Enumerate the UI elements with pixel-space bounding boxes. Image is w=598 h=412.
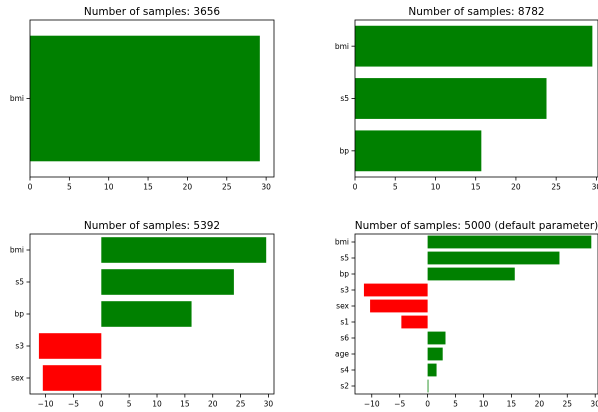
x-tick-label: 15 — [471, 183, 481, 192]
chart-title: Number of samples: 3656 — [84, 6, 221, 18]
y-tick-label-s5: s5 — [340, 94, 349, 103]
bar-s3 — [38, 333, 102, 359]
y-tick-label-sex: sex — [336, 302, 349, 311]
chart-panel-2: Number of samples: 8782 bmi s5 bp 0 5 10 15 20 25… — [335, 6, 598, 192]
x-tick-label: 30 — [592, 183, 598, 192]
chart-title: Number of samples: 5392 — [84, 220, 220, 232]
y-tick-label-s6: s6 — [340, 334, 349, 343]
x-tick-label: 20 — [183, 183, 193, 192]
x-tick-label: 25 — [551, 183, 561, 192]
x-tick-label: 10 — [479, 400, 489, 409]
x-tick-label: 15 — [507, 400, 517, 409]
bar-s5 — [101, 269, 234, 295]
y-tick-label-bp: bp — [14, 310, 24, 319]
x-tick-label: 25 — [222, 183, 232, 192]
chart-panel-4: Number of samples: 5000 (default paramet… — [335, 220, 598, 409]
y-tick-label-s3: s3 — [340, 286, 349, 295]
bar-sex — [370, 299, 428, 313]
bar-sex — [42, 365, 102, 391]
bar-age — [427, 347, 443, 361]
x-tick-label: 5 — [393, 183, 398, 192]
plot-frame — [29, 19, 275, 178]
y-tick-label-bmi: bmi — [10, 246, 24, 255]
chart-title: Number of samples: 5000 (default paramet… — [355, 220, 598, 232]
x-tick-label: 10 — [104, 183, 114, 192]
y-tick-label-bmi: bmi — [335, 42, 349, 51]
y-tick-label-bp: bp — [339, 270, 349, 279]
x-tick-label: −10 — [364, 400, 380, 409]
x-tick-label: 20 — [535, 400, 545, 409]
y-tick-label-s1: s1 — [340, 318, 349, 327]
y-tick-label-s5: s5 — [340, 254, 349, 263]
x-tick-label: 30 — [261, 183, 271, 192]
x-tick-label: 0 — [353, 183, 358, 192]
bar-bp — [427, 267, 515, 281]
x-tick-label: 0 — [99, 400, 104, 409]
x-tick-label: 10 — [152, 400, 162, 409]
x-tick-label: 25 — [563, 400, 573, 409]
y-tick-label-bmi: bmi — [10, 94, 24, 103]
y-tick-label-s5: s5 — [15, 278, 24, 287]
bar-bmi — [427, 235, 592, 249]
chart-panel-1: Number of samples: 3656 bmi 0 5 10 15 20 25 30 — [10, 6, 275, 192]
bar-s1 — [401, 315, 428, 329]
x-tick-label: 10 — [431, 183, 441, 192]
bar-s5 — [427, 251, 560, 265]
bar-bp — [355, 130, 482, 172]
x-tick-label: 0 — [28, 183, 33, 192]
y-tick-label-s3: s3 — [15, 342, 24, 351]
bar-bmi — [30, 35, 260, 162]
bar-s5 — [355, 78, 547, 119]
y-tick-label-bmi: bmi — [335, 238, 349, 247]
x-tick-label: −5 — [68, 400, 79, 409]
y-tick-label-sex: sex — [11, 374, 24, 383]
x-tick-label: −10 — [38, 400, 54, 409]
plot-frame — [354, 233, 598, 395]
x-tick-label: 15 — [143, 183, 153, 192]
x-tick-label: −5 — [394, 400, 405, 409]
x-tick-label: 5 — [453, 400, 458, 409]
bar-s4 — [427, 363, 437, 377]
chart-title: Number of samples: 8782 — [408, 6, 544, 18]
bar-s6 — [427, 331, 446, 345]
x-tick-label: 20 — [208, 400, 218, 409]
bar-bmi — [355, 25, 593, 67]
x-tick-label: 5 — [127, 400, 132, 409]
plot-frame — [354, 19, 598, 178]
plot-frame — [29, 233, 275, 395]
bar-s3 — [363, 283, 428, 297]
y-tick-label-bp: bp — [339, 147, 349, 156]
bar-bp — [101, 301, 192, 327]
bar-bmi — [101, 237, 267, 263]
x-tick-label: 15 — [180, 400, 190, 409]
x-tick-label: 20 — [511, 183, 521, 192]
bar-s2 — [427, 379, 429, 393]
x-tick-label: 25 — [236, 400, 246, 409]
y-tick-label-s2: s2 — [340, 382, 349, 391]
x-tick-label: 30 — [590, 400, 598, 409]
y-tick-label-age: age — [335, 350, 349, 359]
x-tick-label: 5 — [67, 183, 72, 192]
x-tick-label: 30 — [264, 400, 274, 409]
chart-panel-3: Number of samples: 5392 bmi s5 bp s3 sex −10 −5… — [10, 220, 275, 409]
x-tick-label: 0 — [425, 400, 430, 409]
y-tick-label-s4: s4 — [340, 366, 349, 375]
